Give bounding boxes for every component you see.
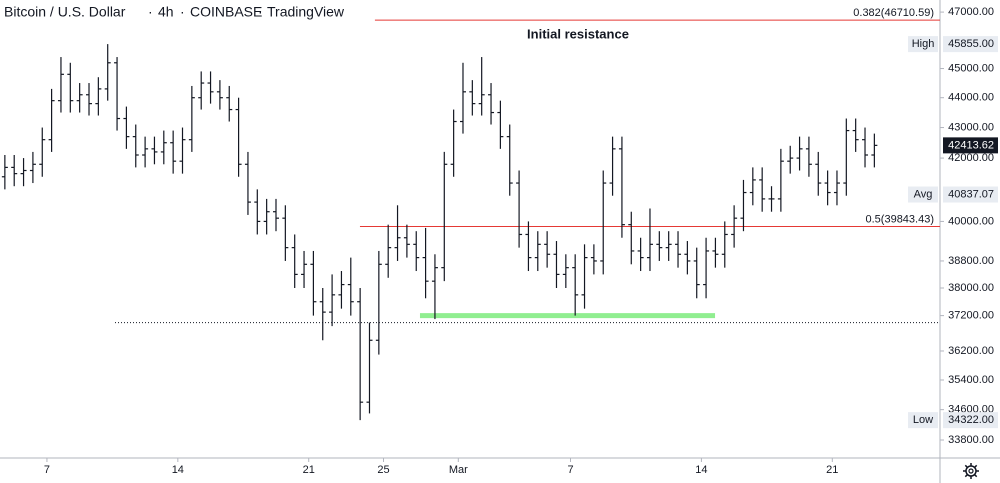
title-separator: · (180, 4, 185, 20)
price-label-name-box (908, 36, 938, 53)
fib-label: 0.382(46710.59) (853, 7, 934, 19)
price-label-value: 34322.00 (948, 414, 994, 426)
x-tick-label: 21 (826, 464, 838, 476)
price-label-name: High (912, 38, 935, 50)
price-label-box (943, 36, 998, 53)
price-label-box (943, 186, 998, 203)
annotation: Initial resistance (527, 26, 629, 41)
settings-icon[interactable] (963, 463, 979, 479)
y-tick-label: 37200.00 (948, 310, 994, 322)
price-label-name-box (908, 186, 938, 203)
fib-label: 0.5(39843.43) (866, 213, 935, 225)
y-tick-label: 36200.00 (948, 345, 994, 357)
y-tick-label: 42000.00 (948, 152, 994, 164)
title-symbol: Bitcoin / U.S. Dollar (4, 4, 126, 20)
y-tick-label: 45000.00 (948, 62, 994, 74)
x-tick-label: 14 (172, 464, 184, 476)
price-label-box (943, 412, 998, 429)
y-tick-label: 44000.00 (948, 92, 994, 104)
price-label-name: Avg (914, 188, 933, 200)
y-tick-label: 35400.00 (948, 374, 994, 386)
last-price-label: 42413.62 (948, 139, 994, 151)
title-source: TradingView (267, 4, 345, 20)
y-tick-label: 38800.00 (948, 255, 994, 267)
title-separator: · (148, 4, 153, 20)
y-tick-label: 43000.00 (948, 121, 994, 133)
y-tick-label: 38000.00 (948, 282, 994, 294)
x-tick-label: 7 (567, 464, 573, 476)
y-tick-label: 33800.00 (948, 434, 994, 446)
y-tick-label: 40000.00 (948, 215, 994, 227)
title-separator: · (258, 4, 263, 20)
price-label-name: Low (913, 414, 933, 426)
last-price-box (943, 137, 998, 154)
price-label-name-box (908, 412, 938, 429)
gear-teeth (963, 463, 979, 479)
chart-title: Bitcoin / U.S. Dollar · 4h · COINBASE · … (4, 4, 345, 20)
x-tick-label: Mar (449, 464, 468, 476)
gear-center (968, 468, 974, 474)
price-label-value: 45855.00 (948, 38, 994, 50)
x-tick-label: 7 (44, 464, 50, 476)
price-label-value: 40837.07 (948, 188, 994, 200)
title-interval: 4h (158, 4, 174, 20)
y-tick-label: 47000.00 (948, 6, 994, 18)
title-exchange: COINBASE (190, 4, 262, 20)
x-tick-label: 25 (377, 464, 389, 476)
plot (1, 19, 940, 421)
x-tick-label: 21 (303, 464, 315, 476)
x-tick-label: 14 (695, 464, 707, 476)
